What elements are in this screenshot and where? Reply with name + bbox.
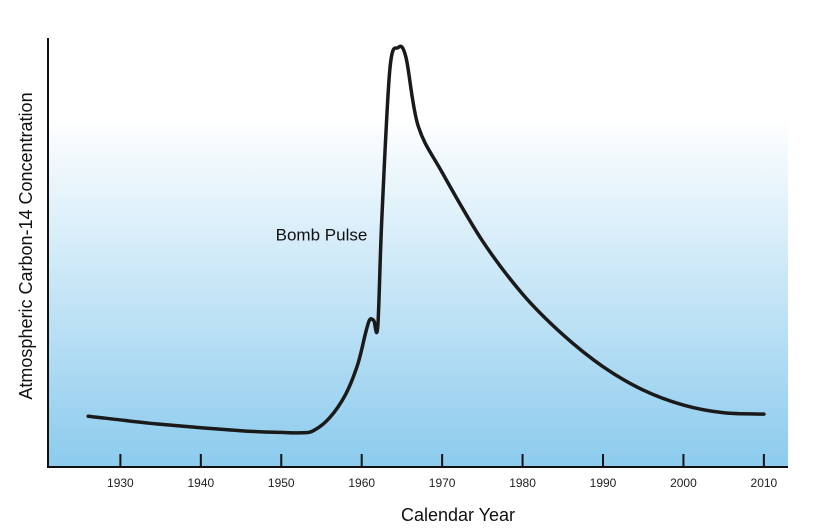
- x-tick-label: 2000: [670, 476, 697, 490]
- x-tick-label: 1950: [268, 476, 295, 490]
- bomb-pulse-annotation: Bomb Pulse: [276, 226, 368, 245]
- x-tick-label: 1970: [429, 476, 456, 490]
- x-tick-label: 1960: [348, 476, 375, 490]
- x-tick-label: 1940: [187, 476, 214, 490]
- x-ticks: 1930 1940 1950 1960 1970 1980 1990 2000 2010: [107, 454, 778, 490]
- x-tick-label: 2010: [751, 476, 778, 490]
- carbon14-series-line: [86, 44, 766, 435]
- plot-background: [48, 40, 788, 467]
- x-tick-label: 1980: [509, 476, 536, 490]
- x-tick-label: 1990: [590, 476, 617, 490]
- x-axis-title: Calendar Year: [401, 505, 515, 525]
- x-tick-label: 1930: [107, 476, 134, 490]
- y-axis-title: Atmospheric Carbon-14 Concentration: [16, 92, 36, 399]
